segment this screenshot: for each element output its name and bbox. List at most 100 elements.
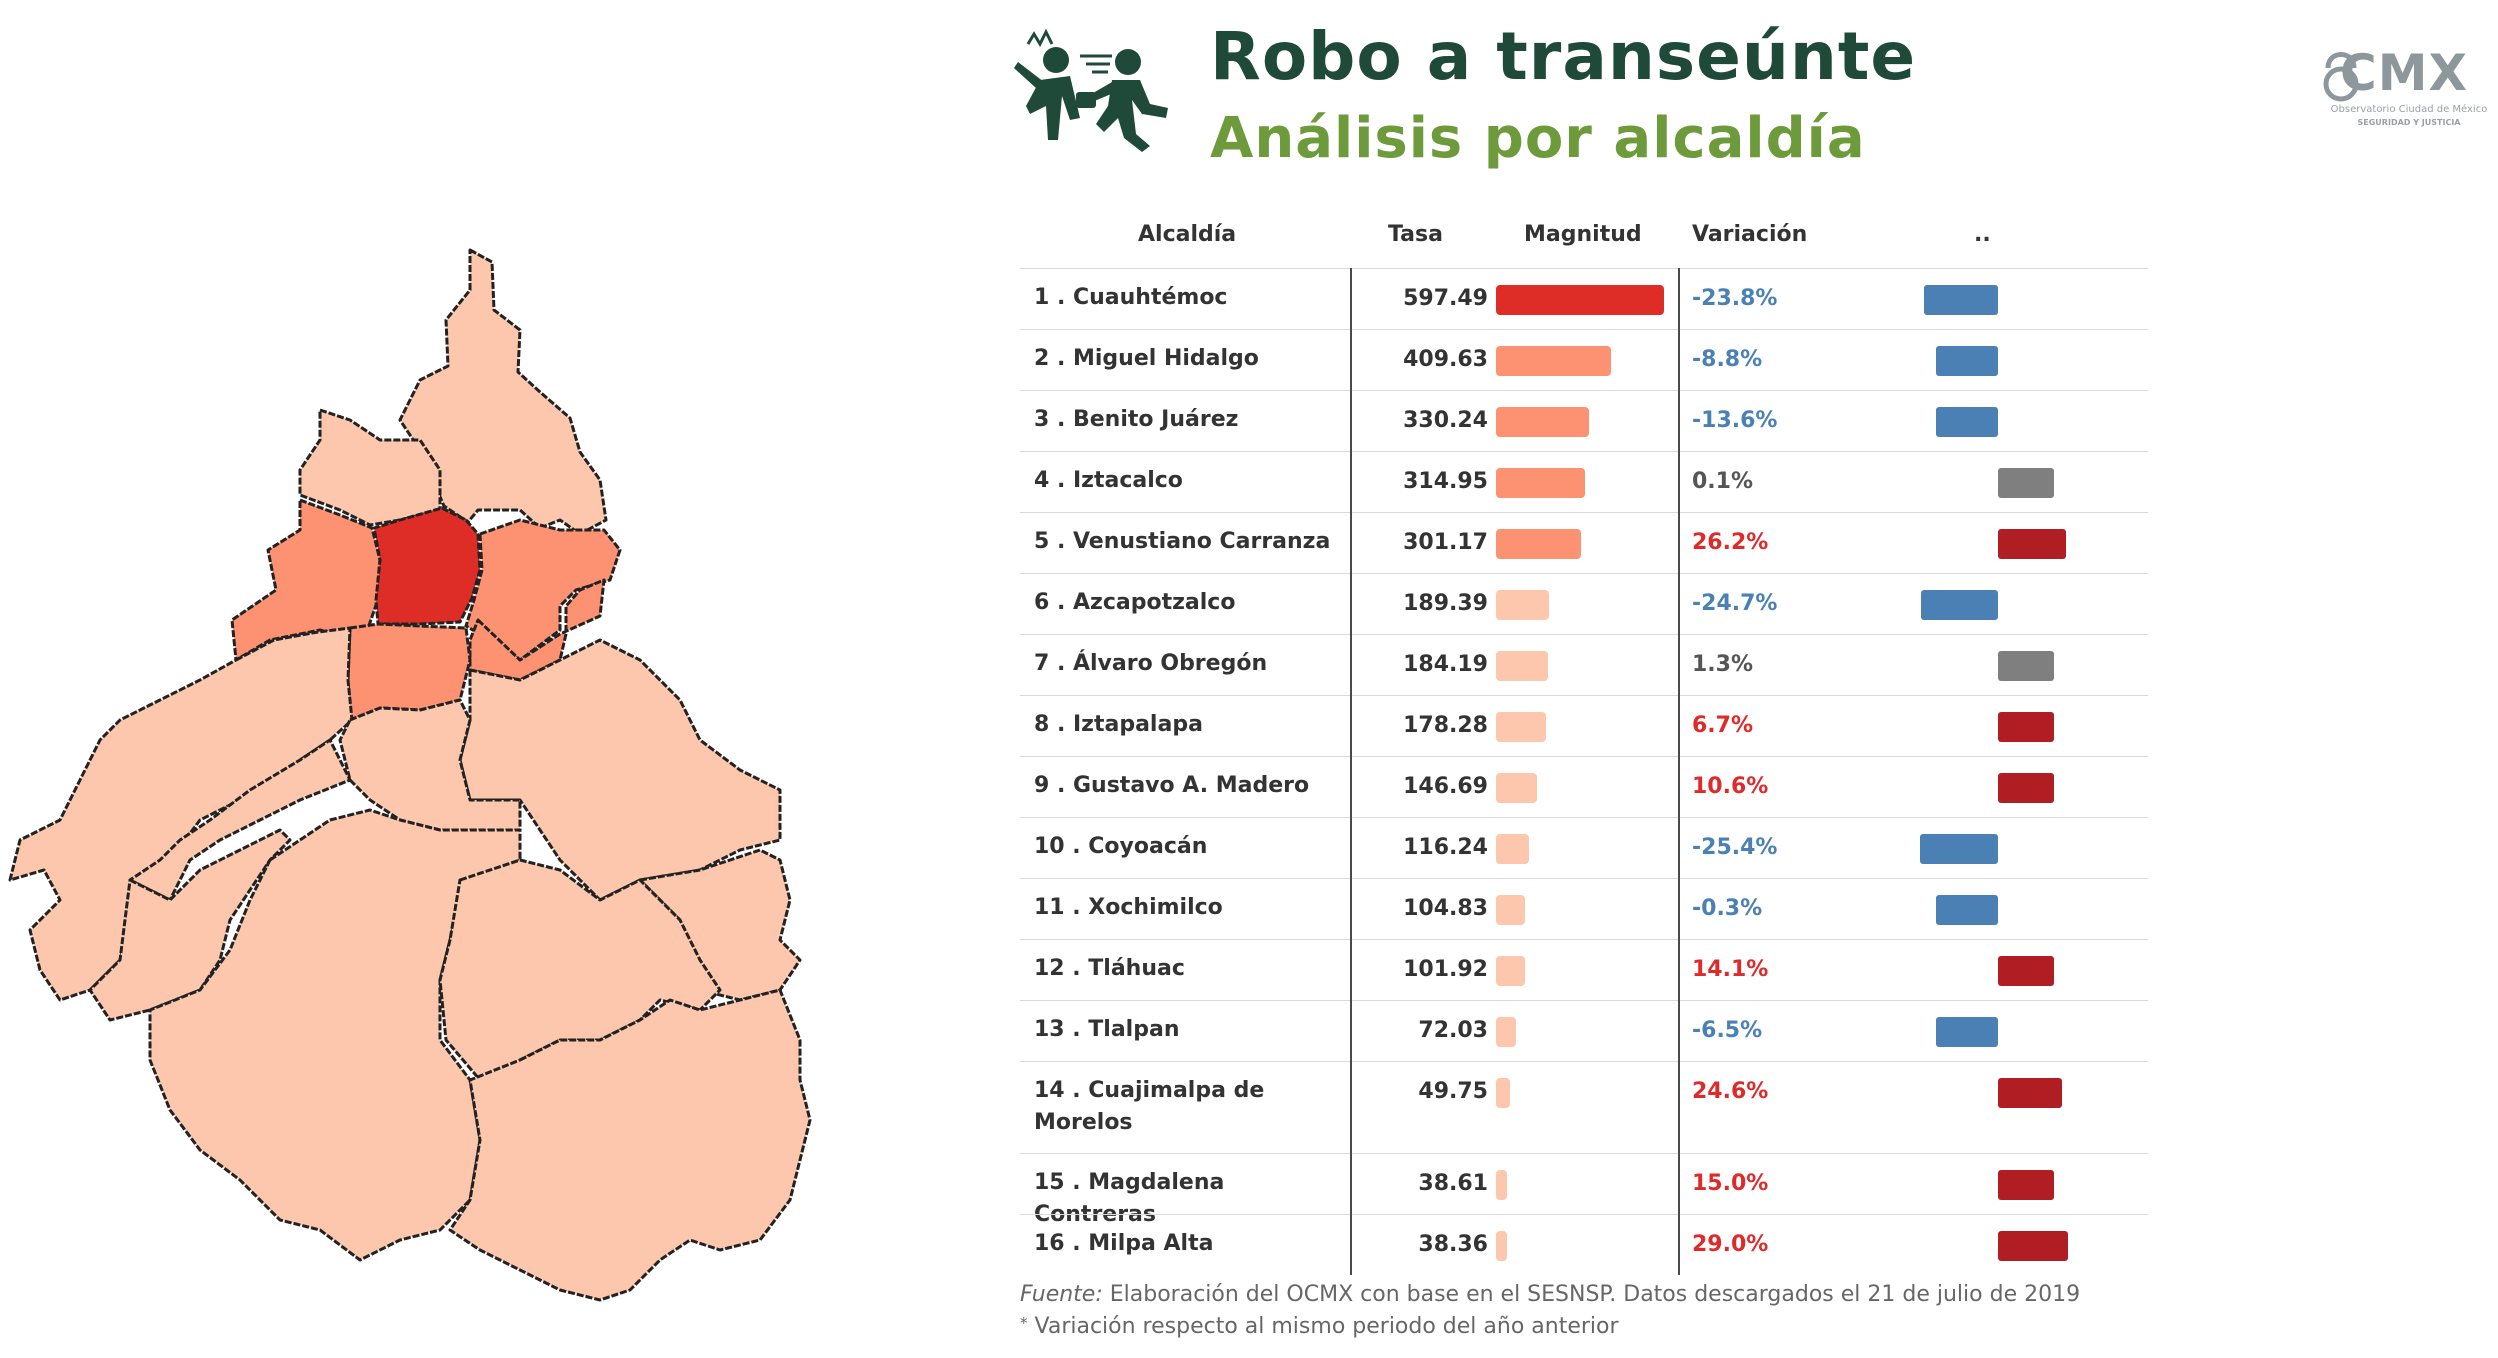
table-row: 13 . Tlalpan 72.03 -6.5%: [1020, 1000, 2148, 1062]
ocmx-logo: [2323, 52, 2359, 102]
alcaldia-name: 6 . Azcapotzalco: [1034, 590, 1236, 615]
magnitude-bar: [1496, 651, 1548, 681]
magnitude-bar: [1496, 285, 1664, 315]
logo-text: CMX: [2340, 44, 2468, 102]
map-region: [398, 248, 608, 536]
page-subtitle: Análisis por alcaldía: [1210, 106, 1866, 171]
logo-subtitle: Observatorio Ciudad de México: [2330, 104, 2488, 115]
magnitude-bar: [1496, 1170, 1507, 1200]
magnitude-bar: [1496, 407, 1589, 437]
variation-bar: [1920, 834, 1998, 864]
magnitude-bar: [1496, 773, 1538, 803]
rate-value: 104.83: [1403, 896, 1488, 921]
map-region: [448, 988, 812, 1302]
variation-bar: [1998, 956, 2054, 986]
table-row: 9 . Gustavo A. Madero 146.69 10.6%: [1020, 756, 2148, 818]
alcaldia-name: 3 . Benito Juárez: [1034, 407, 1239, 432]
table-row: 14 . Cuajimalpa de Morelos 49.75 24.6%: [1020, 1061, 2148, 1154]
map-region: [128, 738, 352, 902]
alcaldia-name: 2 . Miguel Hidalgo: [1034, 346, 1259, 371]
rate-value: 330.24: [1403, 408, 1488, 433]
map-region: [438, 858, 722, 1082]
variation-bar: [1998, 651, 2054, 681]
rate-value: 101.92: [1403, 957, 1488, 982]
alcaldias-map: [8, 248, 812, 1302]
table-row: 2 . Miguel Hidalgo 409.63 -8.8%: [1020, 329, 2148, 391]
variation-value: -13.6%: [1692, 408, 1778, 433]
source-label: Fuente:: [1020, 1282, 1103, 1307]
variation-value: 15.0%: [1692, 1171, 1769, 1196]
variation-bar: [1998, 468, 2054, 498]
logo-tagline: SEGURIDAD Y JUSTICIA: [2357, 118, 2461, 127]
col-header-extra: ..: [1974, 222, 1991, 247]
variation-bar: [1998, 1170, 2054, 1200]
table-row: 3 . Benito Juárez 330.24 -13.6%: [1020, 390, 2148, 452]
rate-value: 597.49: [1403, 286, 1488, 311]
table-row: 10 . Coyoacán 116.24 -25.4%: [1020, 817, 2148, 879]
rate-value: 38.36: [1418, 1232, 1488, 1257]
map-region: [464, 518, 622, 662]
rate-value: 49.75: [1418, 1079, 1488, 1104]
table-row: 12 . Tláhuac 101.92 14.1%: [1020, 939, 2148, 1001]
variation-value: 26.2%: [1692, 530, 1769, 555]
table-row: 6 . Azcapotzalco 189.39 -24.7%: [1020, 573, 2148, 635]
table-row: 8 . Iztapalapa 178.28 6.7%: [1020, 695, 2148, 757]
variation-bar: [1998, 1231, 2068, 1261]
variation-bar: [1921, 590, 1998, 620]
rate-value: 116.24: [1403, 835, 1488, 860]
variation-value: 14.1%: [1692, 957, 1769, 982]
variation-bar: [1924, 285, 1998, 315]
table-divider: [1678, 268, 1680, 1275]
variation-value: 1.3%: [1692, 652, 1754, 677]
variation-note: * Variación respecto al mismo periodo de…: [1020, 1314, 1619, 1339]
variation-value: -24.7%: [1692, 591, 1778, 616]
col-header-magnitud: Magnitud: [1524, 222, 1642, 247]
variation-value: -6.5%: [1692, 1018, 1763, 1043]
alcaldia-name: 10 . Coyoacán: [1034, 834, 1208, 859]
magnitude-bar: [1496, 590, 1550, 620]
magnitude-bar: [1496, 1231, 1507, 1261]
variation-value: -23.8%: [1692, 286, 1778, 311]
variation-value: 10.6%: [1692, 774, 1769, 799]
magnitude-bar: [1496, 1017, 1517, 1047]
source-text: Elaboración del OCMX con base en el SESN…: [1102, 1282, 2081, 1307]
variation-bar: [1936, 895, 1998, 925]
table-row: 5 . Venustiano Carranza 301.17 26.2%: [1020, 512, 2148, 574]
variation-bar: [1936, 407, 1998, 437]
variation-value: 29.0%: [1692, 1232, 1769, 1257]
alcaldia-name: 12 . Tláhuac: [1034, 956, 1185, 981]
magnitude-bar: [1496, 895, 1526, 925]
table-row: 11 . Xochimilco 104.83 -0.3%: [1020, 878, 2148, 940]
col-header-tasa: Tasa: [1388, 222, 1443, 247]
variation-bar: [1998, 529, 2067, 559]
alcaldia-name: 5 . Venustiano Carranza: [1034, 529, 1331, 554]
map-region: [372, 506, 482, 626]
alcaldia-name: 7 . Álvaro Obregón: [1034, 651, 1268, 676]
table-row: 4 . Iztacalco 314.95 0.1%: [1020, 451, 2148, 513]
alcaldia-name: 14 . Cuajimalpa de Morelos: [1034, 1078, 1265, 1135]
rate-value: 184.19: [1403, 652, 1488, 677]
table-row: 1 . Cuauhtémoc 597.49 -23.8%: [1020, 268, 2148, 330]
rate-value: 409.63: [1403, 347, 1488, 372]
alcaldia-name: 16 . Milpa Alta: [1034, 1231, 1214, 1256]
alcaldia-name: 8 . Iztapalapa: [1034, 712, 1203, 737]
alcaldia-name: 11 . Xochimilco: [1034, 895, 1223, 920]
note-mark: *: [1020, 1314, 1028, 1332]
table-divider: [1350, 268, 1352, 1275]
rate-value: 301.17: [1403, 530, 1488, 555]
col-header-variacion: Variación: [1692, 222, 1808, 247]
map-region: [88, 828, 292, 1022]
variation-bar: [1936, 1017, 1998, 1047]
map-region: [338, 698, 522, 832]
magnitude-bar: [1496, 1078, 1510, 1108]
rate-value: 178.28: [1403, 713, 1488, 738]
variation-value: -8.8%: [1692, 347, 1763, 372]
map-region: [298, 408, 442, 527]
table-row: 16 . Milpa Alta 38.36 29.0%: [1020, 1214, 2148, 1276]
rate-value: 314.95: [1403, 469, 1488, 494]
magnitude-bar: [1496, 529, 1581, 559]
variation-value: -0.3%: [1692, 896, 1763, 921]
rate-value: 189.39: [1403, 591, 1488, 616]
alcaldia-name: 4 . Iztacalco: [1034, 468, 1183, 493]
variation-bar: [1998, 712, 2054, 742]
